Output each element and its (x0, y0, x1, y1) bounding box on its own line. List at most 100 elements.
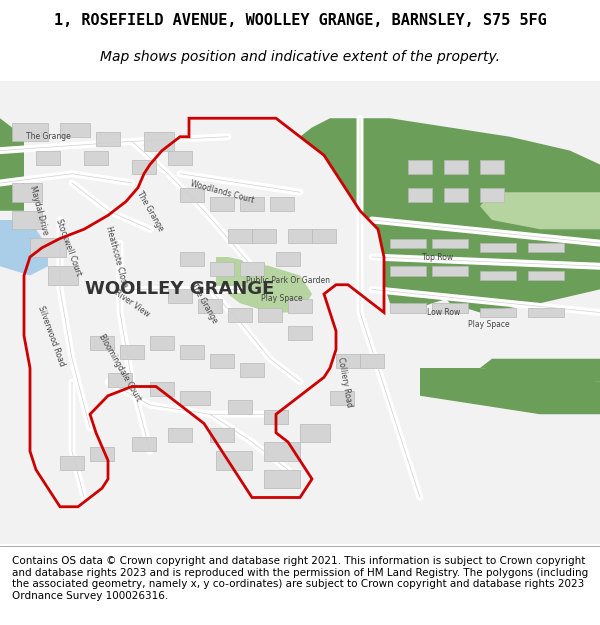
Bar (240, 197, 264, 211)
Bar (228, 401, 252, 414)
Bar (480, 160, 504, 174)
Bar (12, 123, 48, 141)
Bar (432, 239, 468, 248)
Bar (108, 372, 132, 386)
Bar (480, 308, 516, 317)
Bar (528, 271, 564, 280)
Bar (210, 354, 234, 368)
Bar (84, 151, 108, 164)
Bar (168, 151, 192, 164)
Bar (528, 243, 564, 252)
Text: Heathcote Close: Heathcote Close (104, 226, 130, 289)
Bar (432, 303, 468, 312)
Bar (480, 243, 516, 252)
Bar (132, 438, 156, 451)
Polygon shape (480, 192, 600, 229)
Bar (408, 188, 432, 201)
Polygon shape (432, 243, 600, 312)
Bar (528, 308, 564, 317)
Bar (144, 132, 174, 151)
Bar (168, 289, 192, 303)
Polygon shape (480, 359, 600, 382)
Bar (480, 271, 516, 280)
Text: Contains OS data © Crown copyright and database right 2021. This information is : Contains OS data © Crown copyright and d… (12, 556, 588, 601)
FancyBboxPatch shape (0, 81, 600, 544)
Bar (336, 354, 360, 368)
Polygon shape (0, 118, 24, 211)
Bar (180, 253, 204, 266)
Text: Top Row: Top Row (422, 253, 454, 261)
Bar (258, 308, 282, 322)
Bar (390, 266, 426, 276)
Bar (60, 123, 90, 137)
Bar (312, 229, 336, 243)
Bar (216, 451, 252, 470)
Bar (240, 262, 264, 276)
Bar (90, 447, 114, 461)
Bar (408, 160, 432, 174)
Bar (444, 188, 468, 201)
Text: Public Park Or Garden: Public Park Or Garden (246, 276, 330, 284)
Text: Woodlands Court: Woodlands Court (189, 179, 255, 205)
Polygon shape (216, 257, 312, 312)
Bar (150, 382, 174, 396)
Bar (276, 253, 300, 266)
Bar (210, 428, 234, 442)
Bar (180, 188, 204, 201)
Bar (390, 303, 426, 312)
Text: The Grange: The Grange (135, 189, 165, 232)
Bar (270, 197, 294, 211)
Bar (48, 266, 78, 285)
Text: WOOLLEY GRANGE: WOOLLEY GRANGE (85, 281, 275, 298)
Text: Low Row: Low Row (427, 308, 461, 317)
Bar (198, 299, 222, 312)
Bar (444, 160, 468, 174)
Text: 1, ROSEFIELD AVENUE, WOOLLEY GRANGE, BARNSLEY, S75 5FG: 1, ROSEFIELD AVENUE, WOOLLEY GRANGE, BAR… (53, 12, 547, 28)
Bar (288, 229, 312, 243)
Bar (228, 308, 252, 322)
Bar (210, 262, 234, 276)
Bar (150, 336, 174, 349)
Bar (390, 239, 426, 248)
Text: Bloomingdale Court: Bloomingdale Court (97, 333, 143, 403)
Text: Colliery Road: Colliery Road (336, 356, 354, 408)
Bar (132, 160, 156, 174)
Bar (300, 424, 330, 442)
Bar (264, 442, 300, 461)
Bar (252, 229, 276, 243)
Bar (288, 326, 312, 340)
Bar (240, 363, 264, 378)
Bar (480, 188, 504, 201)
Bar (120, 345, 144, 359)
Bar (432, 266, 468, 276)
Bar (168, 428, 192, 442)
Bar (36, 151, 60, 164)
Bar (60, 456, 84, 470)
Bar (330, 391, 354, 405)
Polygon shape (420, 368, 600, 414)
Bar (12, 211, 42, 229)
Text: River View: River View (113, 288, 151, 319)
Bar (264, 470, 300, 488)
Bar (90, 336, 114, 349)
Text: The Grange: The Grange (26, 132, 70, 141)
Bar (228, 229, 252, 243)
Bar (264, 409, 288, 424)
Bar (30, 239, 66, 257)
Polygon shape (300, 118, 600, 312)
Text: Play Space: Play Space (468, 319, 510, 329)
Polygon shape (0, 220, 48, 276)
Bar (96, 132, 120, 146)
Bar (288, 299, 312, 312)
Bar (180, 391, 210, 405)
Text: Play Space: Play Space (261, 294, 303, 303)
Bar (360, 354, 384, 368)
Bar (180, 345, 204, 359)
Text: The Grange: The Grange (189, 282, 219, 325)
Text: Stockwell Court: Stockwell Court (55, 218, 83, 278)
Bar (210, 197, 234, 211)
Text: Map shows position and indicative extent of the property.: Map shows position and indicative extent… (100, 50, 500, 64)
Text: Maydal Drive: Maydal Drive (28, 185, 50, 236)
Bar (12, 183, 42, 201)
Text: Silverwood Road: Silverwood Road (36, 304, 66, 367)
